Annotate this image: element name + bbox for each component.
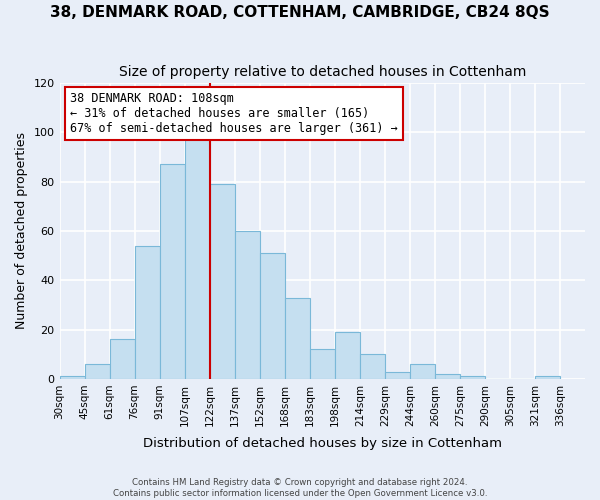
Bar [460,376,485,379]
Bar [59,376,85,379]
Bar [360,354,385,379]
Bar [410,364,435,379]
Bar [110,340,134,379]
Bar [535,376,560,379]
Bar [385,372,410,379]
Title: Size of property relative to detached houses in Cottenham: Size of property relative to detached ho… [119,65,526,79]
Y-axis label: Number of detached properties: Number of detached properties [15,132,28,330]
Bar [285,298,310,379]
Bar [209,184,235,379]
Bar [260,253,285,379]
Bar [335,332,360,379]
Text: 38, DENMARK ROAD, COTTENHAM, CAMBRIDGE, CB24 8QS: 38, DENMARK ROAD, COTTENHAM, CAMBRIDGE, … [50,5,550,20]
Text: 38 DENMARK ROAD: 108sqm
← 31% of detached houses are smaller (165)
67% of semi-d: 38 DENMARK ROAD: 108sqm ← 31% of detache… [70,92,398,135]
X-axis label: Distribution of detached houses by size in Cottenham: Distribution of detached houses by size … [143,437,502,450]
Bar [435,374,460,379]
Bar [134,246,160,379]
Bar [185,137,209,379]
Bar [310,350,335,379]
Bar [85,364,110,379]
Bar [235,231,260,379]
Bar [160,164,185,379]
Text: Contains HM Land Registry data © Crown copyright and database right 2024.
Contai: Contains HM Land Registry data © Crown c… [113,478,487,498]
